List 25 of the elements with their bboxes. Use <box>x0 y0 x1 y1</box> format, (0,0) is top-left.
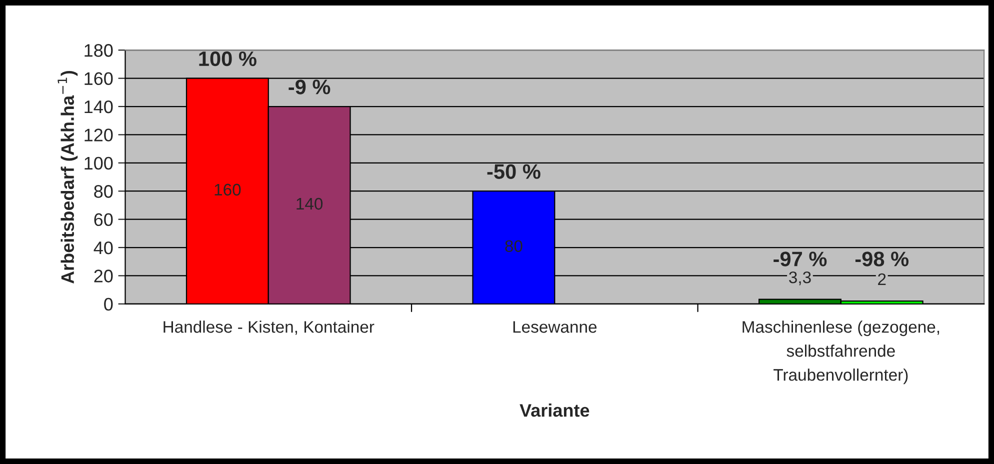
data-label: 2 <box>878 273 886 285</box>
y-tick-label: 100 <box>84 156 113 170</box>
annotation: 100 % <box>199 51 256 66</box>
y-axis-title: Arbeitsbedarf (Akh.ha$^{−1}$) <box>58 70 78 284</box>
annotation: -50 % <box>487 164 540 179</box>
y-tick-label: 60 <box>94 213 113 226</box>
data-label: 80 <box>505 240 522 252</box>
data-label: 140 <box>296 198 323 210</box>
x-axis-title: Variante <box>520 404 590 417</box>
data-label: 3,3 <box>789 271 811 286</box>
y-tick-label: 20 <box>94 270 113 282</box>
annotation: -9 % <box>288 80 330 94</box>
annotation: -98 % <box>855 252 909 266</box>
x-tick-label: Handlese - Kisten, Kontainer <box>164 320 374 335</box>
x-tick-label: Lesewanne <box>513 321 597 333</box>
x-tick-label: Maschinenlese (gezogene, selbstfahrende Traubenvollernter) <box>742 320 940 384</box>
annotation: -97 % <box>774 252 827 266</box>
y-tick-label: 120 <box>84 128 113 142</box>
y-tick-label: 80 <box>94 185 113 198</box>
y-tick-label: 160 <box>84 72 113 86</box>
y-tick-label: 0 <box>104 298 113 311</box>
y-tick-label: 140 <box>84 100 113 114</box>
data-label: 160 <box>214 184 241 196</box>
y-tick-label: 180 <box>84 44 113 57</box>
y-tick-label: 40 <box>94 241 113 254</box>
